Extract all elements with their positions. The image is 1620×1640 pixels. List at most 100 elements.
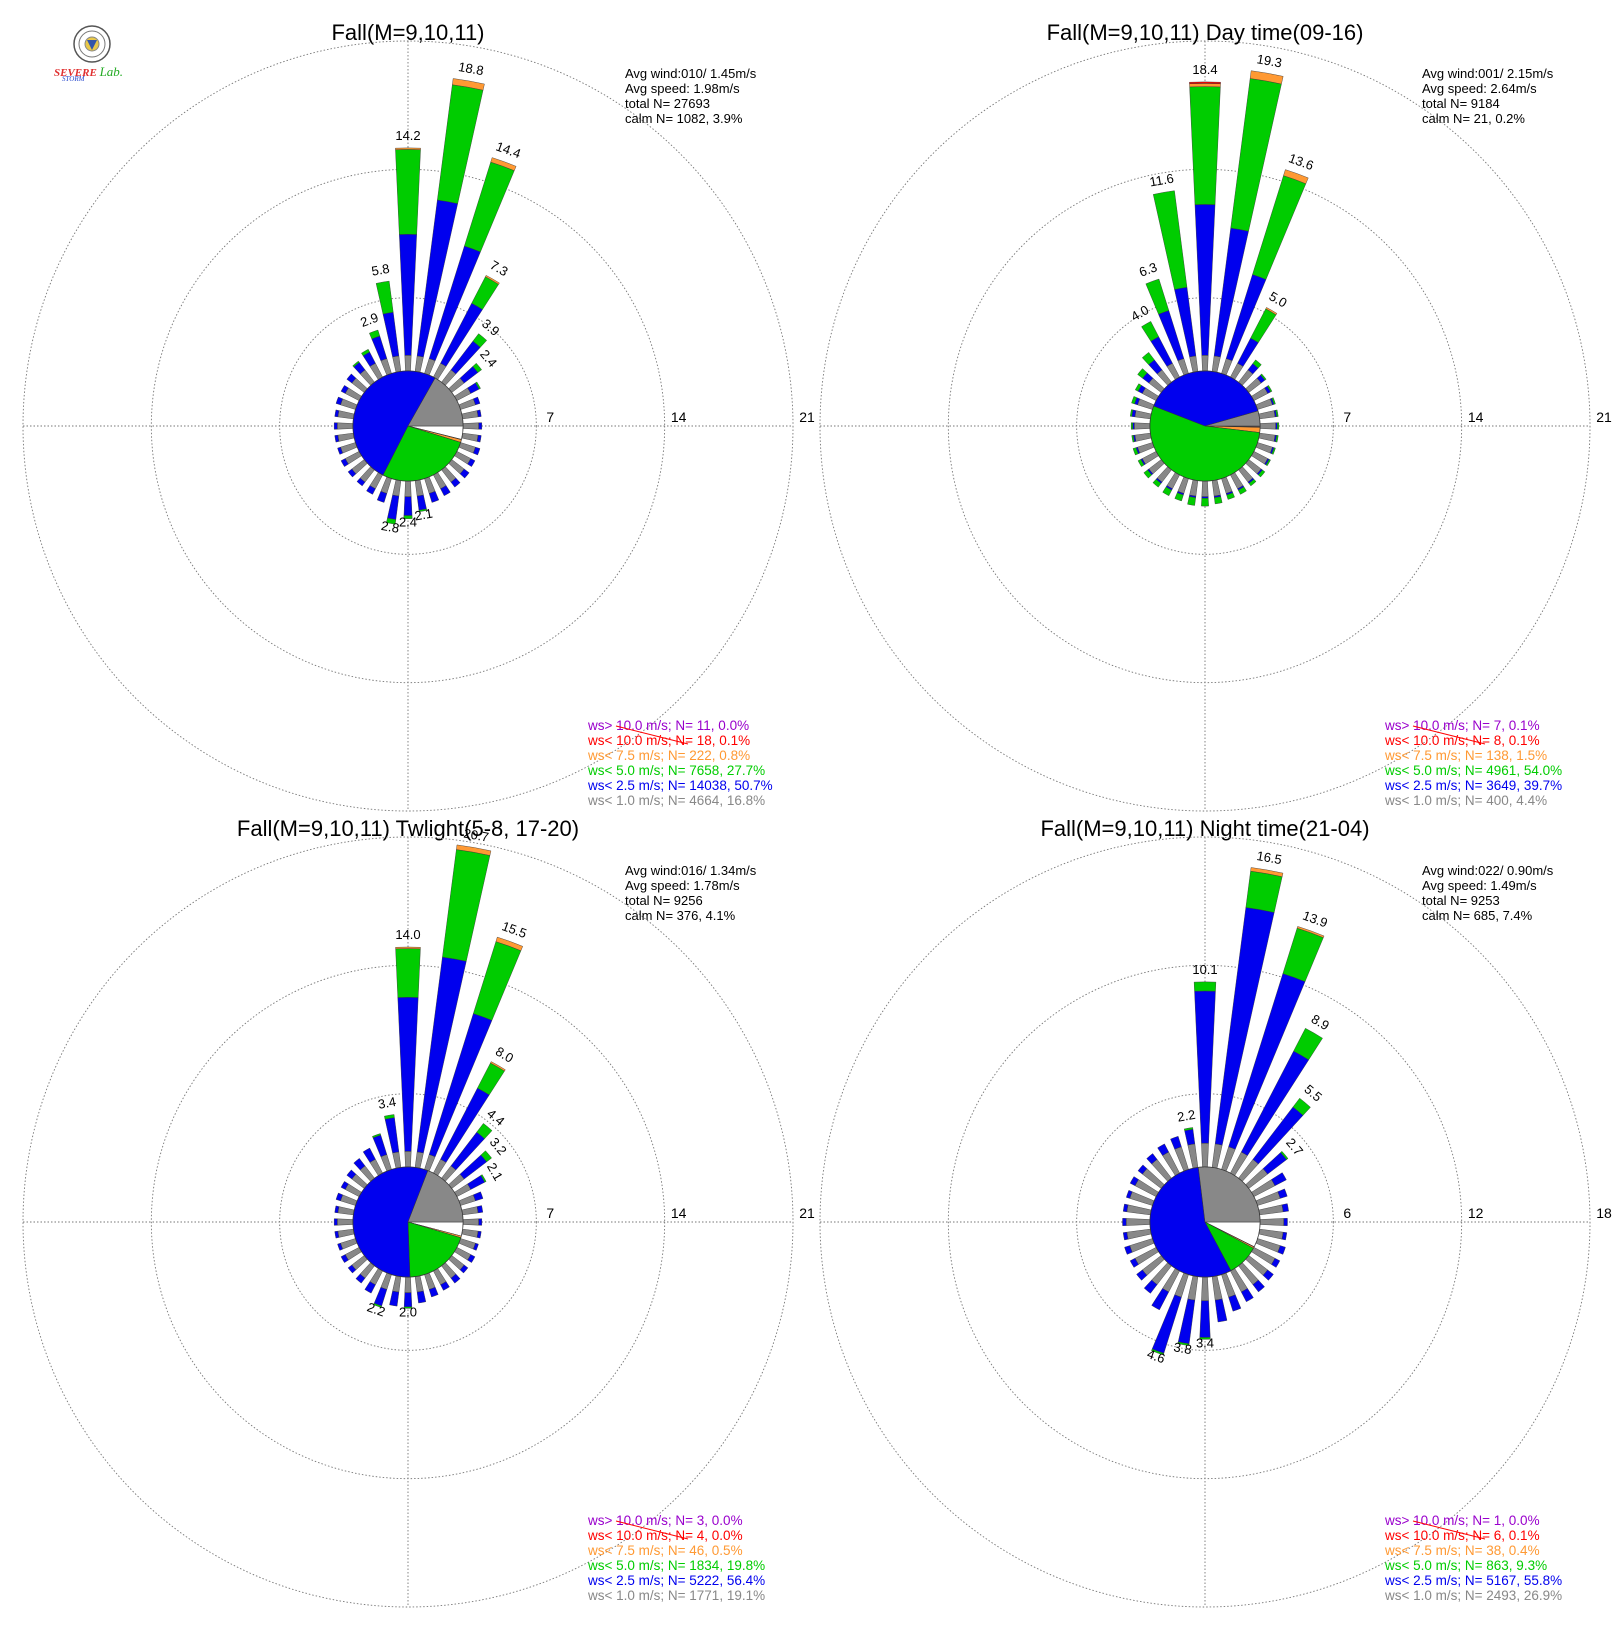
wind-bar-segment <box>478 1218 483 1226</box>
wind-bar-segment <box>1238 486 1247 495</box>
wind-bar-segment <box>340 1194 358 1206</box>
wind-bar-segment <box>404 480 412 497</box>
wind-bar-segment <box>1266 385 1273 393</box>
wind-bar-segment <box>462 422 479 430</box>
wind-bar-segment <box>380 1154 392 1172</box>
wind-bar-segment <box>1230 472 1244 490</box>
wind-bar-segment <box>476 434 482 443</box>
wind-bar-segment <box>369 362 383 380</box>
wind-bar-segment <box>337 1228 355 1238</box>
wind-bar-segment <box>1141 387 1159 401</box>
wind-bar-segment <box>334 434 340 443</box>
windrose-panel-3: Fall(M=9,10,11) Twlight(5-8, 17-20)7 14 21… <box>22 816 815 1608</box>
wind-bar-segment <box>1129 409 1134 417</box>
wind-bar-segment <box>414 1151 424 1169</box>
wind-bar-segment <box>1211 479 1221 497</box>
wind-bar-segment <box>1258 432 1276 442</box>
wind-bar-segment <box>1162 486 1172 497</box>
wind-bar-segment <box>1126 1228 1152 1240</box>
windrose-panel-1: Fall(M=9,10,11)7 14 212.95.814.218.814.47.… <box>22 20 815 812</box>
bar-value-label: 2.2 <box>1176 1107 1196 1125</box>
wind-bar-segment <box>1262 1152 1287 1175</box>
wind-bar-segment <box>1194 990 1216 1144</box>
legend-entry-gt10: ws> 10.0 m/s; N= 1, 0.0% <box>1384 1513 1540 1528</box>
wind-bar-segment <box>1211 1275 1223 1301</box>
bar-value-label: 20.7 <box>462 826 490 845</box>
wind-bar-segment <box>1201 1276 1209 1302</box>
wind-bar-segment <box>433 362 447 380</box>
wind-bar-segment <box>440 1281 450 1291</box>
wind-bar-segment <box>387 494 400 520</box>
wind-bar-segment <box>1183 1127 1194 1131</box>
pie-slice-lt1 <box>407 377 464 427</box>
wind-bar-segment <box>1126 1190 1133 1199</box>
legend-entry-lt5: ws< 5.0 m/s; N= 7658, 27.7% <box>587 763 765 778</box>
wind-bar-segment <box>337 432 355 442</box>
wind-bar-segment <box>1271 397 1276 405</box>
bar-value-label: 19.3 <box>1256 51 1284 70</box>
wind-bar-segment <box>424 476 436 494</box>
wind-bar-segment <box>1211 355 1221 373</box>
bar-value-label: 4.6 <box>1145 1346 1167 1366</box>
legend-entry-lt10: ws< 10.0 m/s; N= 18, 0.1% <box>587 733 750 748</box>
wind-bar-segment <box>334 1205 340 1214</box>
wind-bar-segment <box>458 1238 476 1250</box>
bar-value-label: 5.5 <box>1301 1081 1324 1104</box>
wind-bar-segment <box>1271 1172 1287 1186</box>
wind-bar-segment <box>450 477 461 488</box>
bar-value-label: 8.9 <box>1309 1011 1332 1033</box>
wind-bar-segment <box>1201 496 1209 499</box>
ring-label: 18 <box>1596 1205 1612 1221</box>
bar-value-label: 15.5 <box>500 918 529 941</box>
wind-bar-segment <box>442 849 491 962</box>
wind-bar-segment <box>1201 1142 1209 1168</box>
wind-bar-segment <box>1137 458 1145 467</box>
wind-bar-segment <box>459 468 470 479</box>
wind-bar-segment <box>371 335 388 361</box>
wind-bar-segment <box>1151 1348 1165 1356</box>
wind-bar-segment <box>461 1206 479 1216</box>
wind-bar-segment <box>1226 492 1235 500</box>
wind-bar-segment <box>389 1290 400 1307</box>
bar-value-label: 3.4 <box>1196 1335 1214 1350</box>
wind-bar-segment <box>340 458 349 467</box>
wind-bar-segment <box>1134 422 1151 430</box>
ring-label: 14 <box>671 1205 687 1221</box>
wind-bar-segment <box>1241 1288 1254 1303</box>
wind-bar-segment <box>495 936 524 951</box>
wind-bar-segment <box>403 1306 413 1309</box>
legend-strike <box>1412 1520 1486 1540</box>
pie-slice-lt2_5 <box>352 1166 429 1278</box>
wind-bar-segment <box>1248 478 1257 487</box>
wind-bar-segment <box>1137 1164 1148 1175</box>
wind-bar-segment <box>369 329 381 340</box>
wind-bar-segment <box>433 472 447 490</box>
wind-bar-segment <box>1184 1129 1196 1146</box>
wind-bar-segment <box>373 1302 382 1308</box>
wind-bar-segment <box>473 1191 484 1202</box>
wind-bar-segment <box>1166 472 1180 490</box>
legend-entry-lt10: ws< 10.0 m/s; N= 6, 0.1% <box>1384 1528 1540 1543</box>
wind-bar-segment <box>362 1147 376 1163</box>
bar-value-label: 14.2 <box>395 128 420 143</box>
bar-value-label: 13.9 <box>1301 908 1330 931</box>
wind-bar-segment <box>1255 398 1273 410</box>
wind-bar-segment <box>1126 1204 1152 1216</box>
wind-bar-segment <box>1187 496 1196 506</box>
legend-entry-lt2_5: ws< 2.5 m/s; N= 14038, 50.7% <box>587 778 773 793</box>
bar-value-label: 3.2 <box>487 1135 510 1158</box>
pie-slice-lt1 <box>1198 1166 1261 1223</box>
wind-bar-segment <box>352 360 360 368</box>
bar-value-label: 8.0 <box>493 1044 516 1066</box>
wind-bar-segment <box>1292 1097 1311 1116</box>
wind-bar-segment <box>1141 451 1159 465</box>
wind-bar-segment <box>1221 358 1233 376</box>
wind-bar-segment <box>399 234 417 356</box>
logo-severe-text: SEVERE <box>54 67 97 79</box>
wind-bar-segment <box>1189 83 1221 88</box>
wind-bar-segment <box>334 1230 340 1239</box>
bar-value-label: 3.9 <box>479 316 502 339</box>
wind-bar-segment <box>1132 447 1139 456</box>
wind-bar-segment <box>340 385 349 394</box>
